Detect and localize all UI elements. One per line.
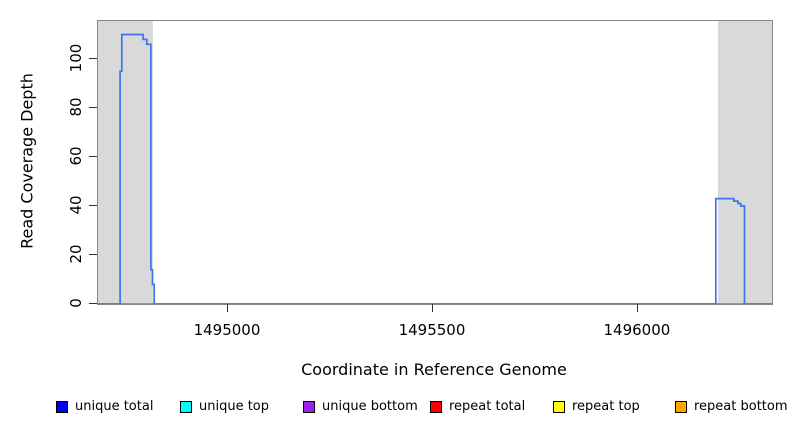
legend-label: unique total: [75, 399, 154, 414]
x-tick-label: 1495000: [193, 321, 261, 339]
legend-swatch-icon: [675, 400, 687, 413]
legend-item-unique-bottom: unique bottom: [303, 399, 418, 414]
y-tick-mark: [89, 254, 97, 255]
legend-swatch-icon: [56, 400, 68, 413]
legend-item-unique-total: unique total: [56, 399, 153, 414]
y-tick-mark: [89, 58, 97, 59]
legend-label: repeat top: [572, 399, 640, 414]
y-tick-label: 0: [67, 298, 85, 308]
x-tick-mark: [636, 304, 638, 312]
plot-area: [97, 20, 773, 305]
legend-swatch-icon: [303, 400, 315, 413]
legend-item-repeat-top: repeat top: [553, 399, 640, 414]
y-tick-label: 20: [67, 244, 85, 264]
y-tick-mark: [89, 205, 97, 206]
y-tick-label: 60: [67, 146, 85, 166]
legend-label: unique top: [199, 399, 270, 414]
y-tick-label: 40: [67, 195, 85, 215]
legend-item-repeat-bottom: repeat bottom: [675, 399, 788, 414]
legend-swatch-icon: [430, 400, 442, 413]
x-tick-label: 1495500: [398, 321, 466, 339]
x-axis-title: Coordinate in Reference Genome: [301, 360, 567, 379]
legend-item-unique-top: unique top: [180, 399, 269, 414]
y-tick-mark: [89, 107, 97, 108]
series-unique-total-coverage: [119, 33, 156, 304]
legend-label: unique bottom: [322, 399, 418, 414]
x-tick-label: 1496000: [603, 321, 671, 339]
x-tick-mark: [432, 304, 433, 312]
y-tick-label: 100: [67, 43, 85, 73]
legend-swatch-icon: [180, 400, 192, 413]
legend-label: repeat total: [449, 399, 526, 414]
shaded-repeat-region: [98, 21, 153, 304]
plot-svg: [98, 21, 772, 304]
y-tick-mark: [89, 303, 97, 304]
y-tick-mark: [89, 156, 97, 157]
legend-label: repeat bottom: [694, 399, 788, 414]
legend-swatch-icon: [553, 400, 565, 413]
y-axis-title: Read Coverage Depth: [17, 73, 37, 249]
series-unique-total-coverage: [714, 197, 746, 304]
legend-item-repeat-total: repeat total: [430, 399, 525, 414]
y-tick-label: 80: [67, 97, 85, 117]
x-tick-mark: [227, 304, 228, 312]
